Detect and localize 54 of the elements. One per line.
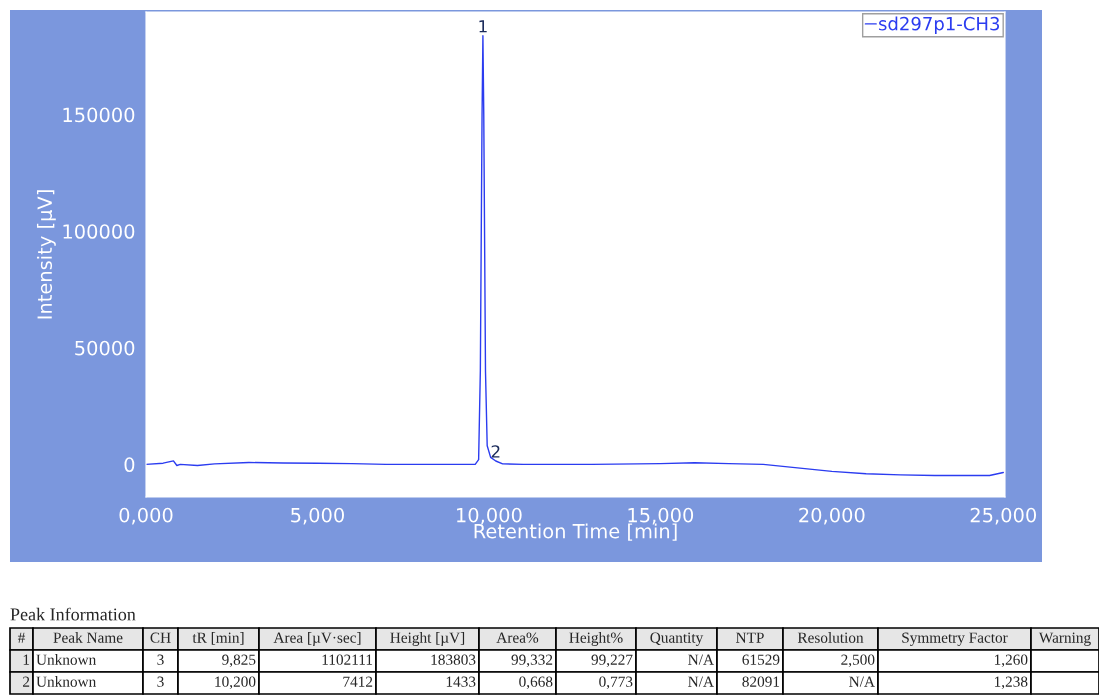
text: 1,238 — [994, 676, 1028, 690]
text: CH — [150, 632, 171, 643]
text: N/A — [849, 676, 875, 687]
y-tick-label: 150000 — [63, 107, 135, 123]
text: 0,773 — [599, 676, 633, 690]
text: Warning — [1038, 632, 1091, 646]
text: NTP — [736, 632, 764, 643]
text: Unknown — [36, 676, 97, 687]
text: 2,500 — [841, 654, 875, 668]
text: 3 — [157, 654, 164, 665]
x-tick-label: 25,000 — [970, 507, 1037, 525]
text: 1,260 — [994, 654, 1028, 668]
text: 61529 — [742, 654, 780, 665]
text: 1102111 — [322, 654, 373, 665]
text: 1 — [23, 654, 30, 665]
text: Area% — [496, 632, 539, 643]
text: Height% — [569, 632, 623, 646]
line-series — [146, 35, 1004, 477]
x-tick-label: 15,000 — [628, 507, 694, 525]
annotation: 1 — [479, 20, 487, 33]
text: 10,200 — [215, 676, 256, 690]
y-tick-label: 100000 — [63, 224, 135, 239]
y-tick-label: 0 — [124, 457, 135, 473]
text: Quantity — [650, 632, 704, 646]
x-tick-label: 5,000 — [291, 507, 344, 525]
x-tick-label: 10,000 — [457, 507, 522, 525]
text: 2 — [23, 676, 30, 687]
text: Symmetry Factor — [902, 632, 1008, 646]
text: 0,668 — [519, 676, 553, 690]
legend-label: sd297p1-CH3 — [878, 16, 1000, 34]
x-tick-label: 20,000 — [799, 507, 865, 525]
x-tick-label: 0,000 — [119, 507, 173, 525]
text: # — [17, 632, 26, 643]
text: 99,227 — [591, 654, 633, 668]
text: N/A — [688, 654, 714, 665]
text: Peak Name — [53, 632, 123, 643]
text: 9,825 — [222, 654, 256, 668]
text: tR [min] — [192, 632, 244, 645]
text: 183803 — [431, 654, 476, 665]
x-axis-title: Retention Time [min] — [474, 523, 677, 541]
annotation: 2 — [491, 445, 500, 458]
text: Resolution — [797, 632, 864, 643]
y-tick-label: 50000 — [75, 340, 135, 356]
text: Height [µV] — [390, 632, 465, 646]
text: Unknown — [36, 654, 97, 665]
text: 99,332 — [511, 654, 553, 668]
y-axis-title: Intensity [µV] — [36, 190, 56, 319]
text: 7412 — [343, 676, 373, 687]
text: N/A — [688, 676, 714, 687]
text: Area [µV·sec] — [273, 632, 361, 646]
text: 82091 — [742, 676, 780, 687]
text: 1433 — [446, 676, 476, 687]
text: Peak Information — [10, 607, 136, 621]
text: 3 — [157, 676, 164, 687]
